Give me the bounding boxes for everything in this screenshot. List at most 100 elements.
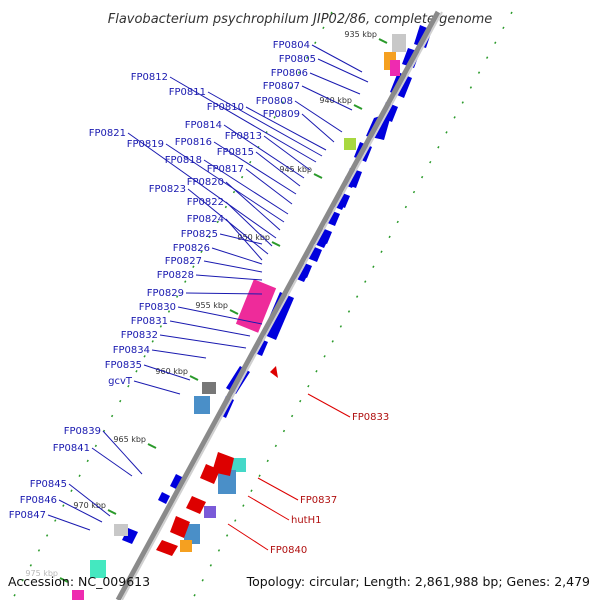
leader-line bbox=[257, 477, 299, 501]
leader-line bbox=[165, 143, 285, 223]
scale-tick-mark bbox=[147, 443, 157, 449]
leader-line bbox=[301, 113, 335, 143]
gene-label-fp0830: FP0830 bbox=[139, 302, 263, 325]
scale-tick-960: 960 kbp bbox=[155, 367, 199, 381]
gene-label-fp0819: FP0819 bbox=[127, 139, 285, 223]
genome-summary-text: Topology: circular; Length: 2,861,988 bp… bbox=[246, 574, 590, 589]
gene-label-text: FP0829 bbox=[147, 288, 184, 299]
leader-line bbox=[91, 447, 133, 477]
gene-label-text: FP0832 bbox=[121, 330, 158, 341]
scale-ticks: 935 kbp 940 kbp 945 kbp 950 kbp 955 kbp 960 k… bbox=[25, 30, 388, 583]
leader-line bbox=[255, 151, 301, 187]
gene-label-fp0821: FP0821 bbox=[89, 128, 277, 239]
gene-label-fp0810: FP0810 bbox=[207, 102, 327, 151]
gene-label-fp0845: FP0845 bbox=[30, 479, 111, 517]
gene-label-text: FP0824 bbox=[187, 214, 224, 225]
gene-tracks bbox=[72, 25, 432, 600]
gene-label-fp0804: FP0804 bbox=[273, 40, 363, 73]
gene-fp0839 bbox=[170, 474, 184, 490]
gene-label-fp0829: FP0829 bbox=[147, 288, 263, 299]
leader-line bbox=[263, 135, 311, 171]
gene-label-huth1: hutH1 bbox=[247, 495, 321, 526]
gene-label-text: FP0808 bbox=[256, 96, 293, 107]
scale-tick-label: 935 kbp bbox=[344, 30, 377, 39]
gene-label-text: FP0834 bbox=[113, 345, 150, 356]
gene-label-fp0806: FP0806 bbox=[271, 68, 361, 95]
leader-line bbox=[58, 499, 103, 523]
leader-line bbox=[211, 247, 263, 265]
gene-label-gcvt: gcvT bbox=[108, 376, 181, 395]
scale-tick-945: 945 kbp bbox=[279, 165, 323, 179]
scale-tick-975: 975 kbp bbox=[25, 569, 69, 583]
gene-label-fp0816: FP0816 bbox=[175, 137, 297, 195]
gene-purple bbox=[204, 506, 216, 518]
map-title: Flavobacterium psychrophilum JIP02/86, c… bbox=[108, 12, 493, 27]
gene-label-fp0814: FP0814 bbox=[185, 120, 305, 179]
scale-tick-mark bbox=[313, 173, 323, 179]
gene-fp0835-grey bbox=[202, 382, 216, 394]
gene-label-text: FP0830 bbox=[139, 302, 176, 313]
scale-tick-label: 965 kbp bbox=[113, 435, 146, 444]
gene-label-text: FP0846 bbox=[20, 495, 57, 506]
genome-backbone bbox=[115, 10, 441, 600]
gene-fp0805-grey bbox=[392, 34, 406, 52]
gene-label-fp0837: FP0837 bbox=[257, 477, 337, 506]
gene-label-text: FP0841 bbox=[53, 443, 90, 454]
leader-line bbox=[169, 320, 251, 337]
gene-fp0833 bbox=[270, 366, 278, 378]
gene-label-text: FP0821 bbox=[89, 128, 126, 139]
gene-label-fp0809: FP0809 bbox=[263, 109, 335, 143]
gene-label-text: FP0813 bbox=[225, 131, 262, 142]
scale-tick-950: 950 kbp bbox=[237, 233, 281, 247]
leader-line bbox=[301, 85, 353, 111]
scale-tick-label: 950 kbp bbox=[237, 233, 270, 242]
leader-line bbox=[245, 106, 327, 151]
gene-fp0840-orange bbox=[180, 540, 192, 552]
gene-label-text: FP0823 bbox=[149, 184, 186, 195]
leader-line bbox=[317, 58, 369, 83]
leader-line bbox=[207, 91, 323, 157]
leader-line bbox=[294, 100, 343, 133]
leader-line bbox=[213, 141, 297, 195]
leader-line bbox=[102, 430, 143, 475]
leader-line bbox=[309, 72, 361, 95]
gene-fp0837b bbox=[200, 464, 220, 484]
gene-label-fp0847: FP0847 bbox=[9, 510, 91, 531]
scale-tick-label: 940 kbp bbox=[319, 96, 352, 105]
gene-label-text: FP0833 bbox=[352, 412, 389, 423]
scale-tick-mark bbox=[378, 38, 388, 44]
right-gene-labels: FP0833 FP0837 hutH1 FP0840 bbox=[227, 393, 389, 556]
gene-label-fp0820: FP0820 bbox=[187, 177, 281, 231]
leader-line bbox=[169, 76, 317, 163]
leader-line bbox=[143, 364, 191, 381]
gene-label-fp0839: FP0839 bbox=[64, 426, 143, 475]
gene-fp0845-grey bbox=[114, 524, 128, 536]
gene-label-text: FP0807 bbox=[263, 81, 300, 92]
leader-line bbox=[225, 201, 273, 247]
leader-line bbox=[225, 181, 281, 231]
gene-fp0837-teal bbox=[230, 458, 246, 472]
gene-huth1-teal bbox=[218, 470, 236, 494]
leader-line bbox=[195, 274, 263, 281]
gene-label-fp0835: FP0835 bbox=[105, 360, 191, 381]
gene-label-fp0811: FP0811 bbox=[169, 87, 323, 157]
gene-label-text: FP0814 bbox=[185, 120, 222, 131]
scale-tick-mark bbox=[59, 577, 69, 583]
gene-fp0847-teal bbox=[90, 560, 106, 578]
gene-label-fp0817: FP0817 bbox=[207, 164, 293, 205]
gene-label-text: FP0826 bbox=[173, 243, 210, 254]
leader-line bbox=[307, 393, 351, 418]
gene-label-text: FP0847 bbox=[9, 510, 46, 521]
scale-tick-970: 970 kbp bbox=[73, 501, 117, 515]
gene-label-text: gcvT bbox=[108, 376, 133, 387]
leader-line bbox=[133, 380, 181, 395]
gene-label-fp0828: FP0828 bbox=[157, 270, 263, 281]
scale-tick-mark bbox=[229, 309, 239, 315]
scale-tick-mark bbox=[107, 509, 117, 515]
gene-fp0840b bbox=[156, 540, 178, 556]
gene-label-fp0833: FP0833 bbox=[307, 393, 389, 423]
scale-tick-label: 960 kbp bbox=[155, 367, 188, 376]
leader-line bbox=[68, 483, 111, 517]
leader-line bbox=[127, 132, 277, 239]
gene-label-text: hutH1 bbox=[291, 515, 321, 526]
